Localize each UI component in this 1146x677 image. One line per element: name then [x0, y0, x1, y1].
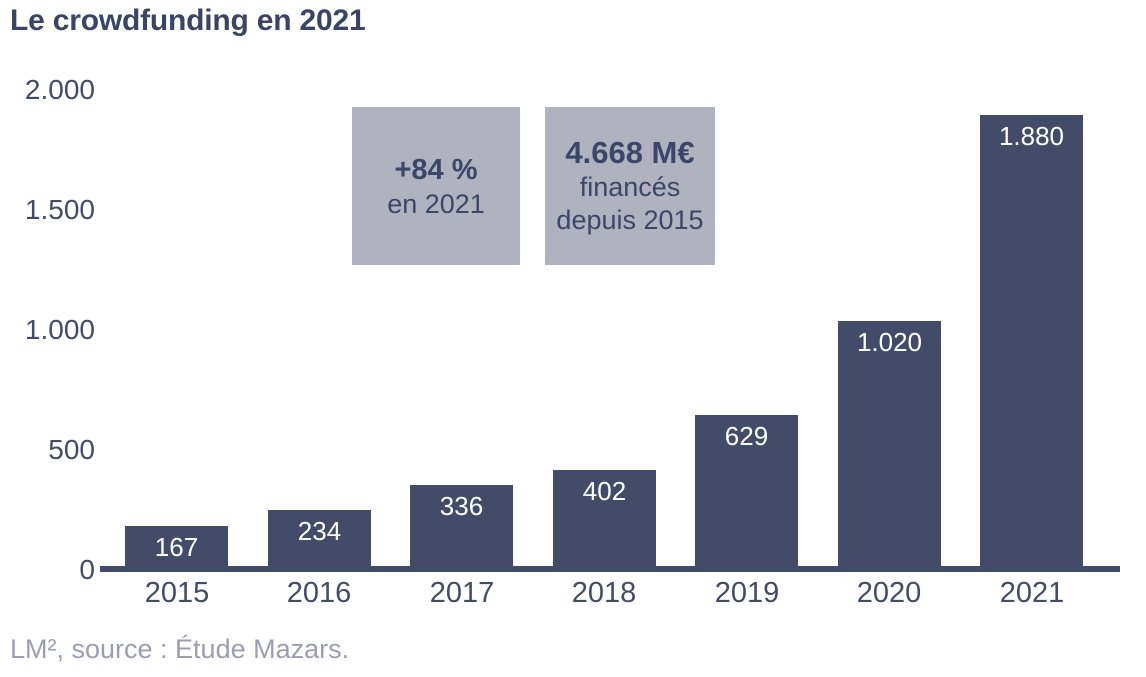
- bar: 1.880: [980, 115, 1083, 566]
- bar: 234: [268, 510, 371, 566]
- y-axis-tick-label: 1.500: [24, 194, 95, 225]
- bar: 1.020: [838, 321, 941, 566]
- x-axis-label: 2019: [714, 577, 780, 609]
- y-axis-tick-label: 1.000: [24, 314, 95, 345]
- y-axis-tick-label: 0: [79, 554, 95, 585]
- annotation-line: en 2021: [387, 188, 485, 219]
- bar-value-label: 1.020: [856, 327, 923, 357]
- y-axis-tick-label: 500: [48, 434, 95, 465]
- annotation-headline: 4.668 M€: [565, 135, 695, 170]
- x-axis-label: 2016: [286, 577, 352, 609]
- bar-value-label: 629: [724, 421, 769, 451]
- y-axis-tick-label: 2.000: [24, 74, 95, 105]
- annotation-box-growth: +84 % en 2021: [352, 107, 520, 265]
- annotation-line: financés: [579, 172, 681, 202]
- bar-value-label: 402: [582, 476, 627, 506]
- x-axis-label: 2015: [144, 577, 210, 609]
- x-axis-label: 2021: [999, 577, 1065, 609]
- bar: 402: [553, 470, 656, 566]
- bar: 629: [695, 415, 798, 566]
- bar-value-label: 336: [439, 491, 484, 521]
- x-axis-label: 2017: [429, 577, 495, 609]
- x-axis-label: 2018: [571, 577, 637, 609]
- x-axis-label: 2020: [856, 577, 922, 609]
- x-axis-line: [100, 566, 1120, 572]
- bar-value-label: 1.880: [998, 121, 1065, 151]
- bar: 167: [125, 526, 228, 566]
- source-note: LM², source : Étude Mazars.: [10, 634, 350, 664]
- bar: 336: [410, 485, 513, 566]
- bar-value-label: 167: [154, 532, 199, 562]
- annotation-line: depuis 2015: [556, 205, 704, 235]
- page-title: Le crowdfunding en 2021: [10, 4, 366, 37]
- bar-value-label: 234: [297, 516, 342, 546]
- annotation-headline: +84 %: [394, 153, 478, 186]
- annotation-box-total: 4.668 M€ financés depuis 2015: [545, 107, 715, 265]
